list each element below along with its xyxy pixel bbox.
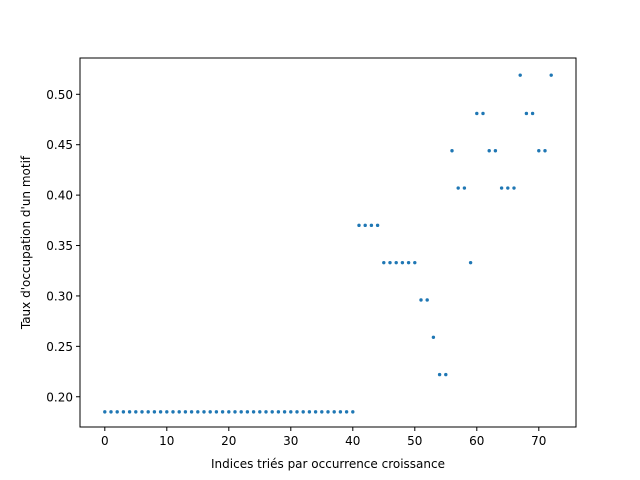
y-tick-label: 0.45 (46, 138, 73, 152)
data-point (530, 111, 535, 116)
data-point (214, 410, 219, 414)
data-point (499, 186, 504, 190)
data-point (134, 410, 138, 414)
data-point (332, 410, 336, 414)
data-point (363, 223, 367, 228)
y-tick-label: 0.30 (46, 289, 73, 303)
data-point (326, 410, 330, 414)
data-point (295, 410, 299, 414)
data-point (103, 410, 107, 414)
data-point (487, 149, 491, 153)
data-point (468, 260, 473, 265)
data-point (313, 410, 318, 414)
x-tick-label: 0 (101, 434, 109, 448)
data-point (146, 410, 150, 414)
data-point (351, 410, 355, 414)
data-point (258, 410, 262, 414)
data-point (450, 149, 454, 153)
data-point (512, 186, 516, 190)
data-point (369, 223, 374, 228)
y-tick-label: 0.40 (46, 189, 73, 203)
plot-area-frame (79, 57, 577, 428)
data-point (121, 410, 126, 414)
x-tick-label: 40 (345, 434, 360, 448)
y-axis-label: Taux d'occupation d'un motif (19, 155, 33, 330)
data-point (264, 410, 268, 414)
data-point (437, 372, 442, 377)
x-tick-label: 10 (159, 434, 174, 448)
x-tick-label: 70 (531, 434, 546, 448)
data-point (183, 410, 188, 414)
data-point (158, 410, 163, 414)
data-point (518, 73, 522, 77)
data-point (307, 410, 312, 414)
data-point (394, 260, 398, 265)
x-axis-ticks: 0 10 20 30 40 50 60 70 (101, 427, 546, 448)
y-tick-label: 0.25 (46, 340, 73, 354)
data-point (196, 410, 200, 414)
data-point (227, 410, 231, 414)
data-point (152, 410, 157, 414)
data-point (344, 410, 349, 414)
data-point (481, 111, 485, 116)
data-point (220, 410, 225, 414)
data-point (524, 111, 529, 116)
data-point (338, 410, 343, 414)
y-tick-label: 0.35 (46, 239, 73, 253)
data-point (270, 410, 274, 414)
x-tick-label: 30 (283, 434, 298, 448)
data-point (140, 410, 144, 414)
data-point (320, 410, 324, 414)
x-axis-label: Indices triés par occurrence croissance (211, 457, 445, 471)
data-point (239, 410, 243, 414)
data-point (382, 260, 386, 265)
data-points (103, 73, 553, 414)
x-tick-label: 20 (221, 434, 236, 448)
data-point (165, 410, 169, 414)
data-point (375, 223, 380, 228)
data-point (189, 410, 194, 414)
data-point (177, 410, 181, 414)
data-point (171, 410, 175, 414)
data-point (115, 410, 119, 414)
data-point (276, 410, 281, 414)
data-point (245, 410, 250, 414)
data-point (233, 410, 237, 414)
x-tick-label: 50 (407, 434, 422, 448)
data-point (506, 186, 510, 190)
y-tick-label: 0.20 (46, 390, 73, 404)
y-tick-label: 0.50 (46, 88, 73, 102)
data-point (419, 298, 423, 302)
data-point (475, 111, 479, 116)
data-point (301, 410, 305, 414)
data-point (289, 410, 293, 414)
data-point (282, 410, 287, 414)
data-point (537, 149, 541, 153)
data-point (208, 410, 212, 414)
data-point (127, 410, 132, 414)
data-point (425, 298, 429, 302)
data-point (388, 260, 392, 265)
data-point (462, 186, 467, 190)
data-point (549, 73, 553, 77)
data-point (202, 410, 206, 414)
data-point (456, 186, 460, 190)
data-point (543, 149, 547, 153)
data-point (406, 260, 411, 265)
data-point (493, 149, 498, 153)
y-axis-ticks: 0.20 0.25 0.30 0.35 0.40 0.45 0.50 (46, 88, 80, 404)
data-point (444, 372, 448, 377)
data-point (431, 335, 436, 339)
data-point (400, 260, 405, 265)
data-point (109, 410, 113, 414)
data-point (413, 260, 417, 265)
x-tick-label: 60 (469, 434, 484, 448)
data-point (357, 223, 361, 228)
data-point (251, 410, 256, 414)
